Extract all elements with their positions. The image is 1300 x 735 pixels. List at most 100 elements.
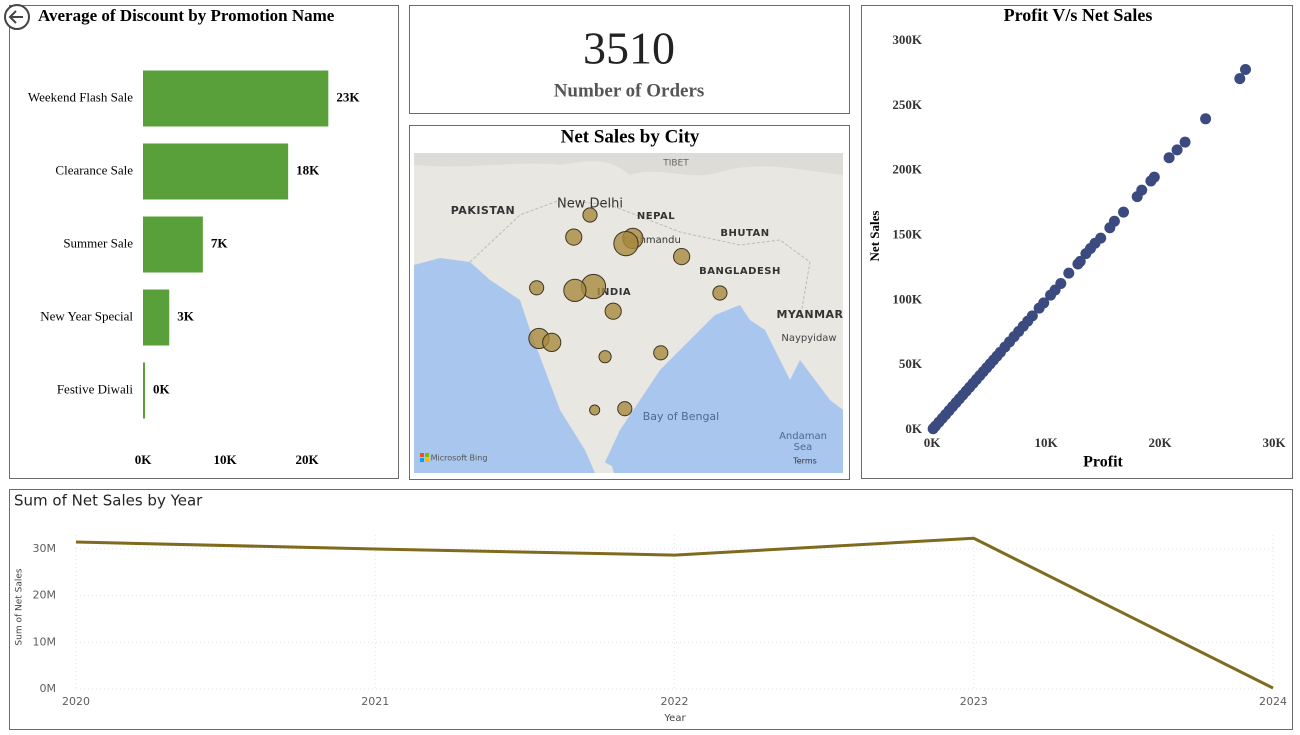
x-tick-label: 2021 [361, 695, 389, 708]
y-tick-label: 200K [892, 162, 923, 177]
scatter-point [1171, 144, 1183, 156]
y-tick-label: 150K [892, 226, 923, 241]
line-panel [9, 489, 1293, 730]
map-bubble [712, 285, 728, 301]
back-arrow[interactable] [8, 10, 23, 24]
scatter-point [1080, 248, 1092, 260]
y-tick-label: 0K [905, 421, 923, 436]
scatter-point [1063, 267, 1075, 279]
card-value: 3510 [583, 23, 675, 74]
y-tick-label: 300K [892, 32, 923, 47]
map-sea-west [414, 258, 595, 473]
map-label: Sea [794, 442, 813, 453]
x-tick-label: 2020 [62, 695, 90, 708]
scatter-point [1131, 191, 1143, 203]
x-tick-label: 0K [135, 452, 153, 467]
scatter-point [1163, 152, 1175, 164]
scatter-point [1145, 175, 1157, 187]
category-label: Festive Diwali [57, 381, 134, 396]
value-label: 7K [211, 235, 229, 250]
map-label: PAKISTAN [451, 204, 515, 217]
x-tick-label: 10K [1034, 435, 1058, 450]
y-axis-title: Sum of Net Sales [15, 568, 25, 646]
map-label: MYANMAR [776, 308, 843, 321]
map-bubble [589, 404, 601, 416]
map-bubble [582, 207, 598, 223]
map-bubble [613, 230, 639, 257]
map-label: Bay of Bengal [643, 410, 719, 423]
category-label: New Year Special [40, 308, 133, 323]
map-bubble [529, 280, 545, 296]
x-tick-label: 10K [213, 452, 237, 467]
map-label: Kathmandu [623, 235, 681, 246]
map-label: Naypyidaw [781, 333, 836, 344]
bing-logo [425, 458, 429, 462]
y-tick-label: 0M [40, 682, 57, 695]
bar [143, 143, 289, 200]
scatter-point [1179, 136, 1191, 148]
value-label: 23K [336, 89, 360, 104]
value-label: 18K [296, 162, 320, 177]
map-border [469, 199, 811, 321]
scatter-point [1033, 302, 1045, 314]
bar [143, 362, 145, 419]
y-tick-label: 50K [899, 356, 923, 371]
category-label: Clearance Sale [55, 162, 133, 177]
scatter-point [1240, 64, 1251, 76]
x-axis-title: Profit [1083, 454, 1123, 471]
bar [143, 70, 329, 127]
x-tick-label: 2024 [1259, 695, 1287, 708]
map-bubble [598, 350, 612, 364]
map-label: Microsoft Bing [431, 454, 488, 463]
map-label: TIBET [662, 159, 689, 169]
map-bubble [565, 228, 583, 246]
map-bubble [673, 248, 691, 266]
chart-title: Net Sales by City [561, 126, 700, 147]
map-base [414, 153, 843, 473]
card-panel [409, 5, 850, 114]
y-tick-label: 250K [892, 97, 923, 112]
scatter-point [1104, 222, 1116, 234]
map-bubble [653, 345, 669, 361]
map-label: NEPAL [637, 211, 675, 222]
scatter-panel [861, 5, 1293, 479]
y-tick-label: 10M [33, 635, 57, 648]
x-tick-label: 0K [924, 435, 942, 450]
map-label: INDIA [597, 287, 631, 298]
map-sea-east [600, 305, 843, 473]
x-tick-label: 2022 [661, 695, 689, 708]
map-mountains [414, 153, 843, 176]
bing-logo [420, 458, 424, 462]
back-button[interactable] [4, 4, 30, 30]
scatter-point [1118, 206, 1130, 218]
scatter-point [1072, 258, 1084, 270]
x-tick-label: 20K [1148, 435, 1172, 450]
bar [143, 216, 203, 273]
y-tick-label: 100K [892, 291, 923, 306]
line-series [75, 536, 1274, 690]
map-bubble [542, 332, 562, 353]
bing-logo [420, 453, 424, 457]
value-label: 0K [153, 381, 171, 396]
map-label: BHUTAN [720, 228, 769, 239]
category-label: Weekend Flash Sale [28, 89, 133, 104]
category-label: Summer Sale [63, 235, 133, 250]
chart-title: Average of Discount by Promotion Name [38, 6, 335, 25]
scatter-point [1200, 113, 1212, 125]
card-label: Number of Orders [554, 80, 705, 101]
map-bubble [617, 401, 633, 417]
y-tick-label: 20M [33, 589, 57, 602]
x-tick-label: 2023 [960, 695, 988, 708]
map-label: BANGLADESH [699, 266, 781, 277]
bing-logo [425, 453, 429, 457]
map-bubble [604, 302, 622, 320]
scatter-point [1045, 289, 1057, 301]
map-label: Terms [792, 457, 817, 466]
scatter-point [927, 423, 939, 435]
bar [143, 289, 170, 346]
map-label: Andaman [779, 431, 827, 442]
y-tick-label: 30M [33, 542, 57, 555]
x-axis-title: Year [663, 713, 686, 724]
y-axis-title: Net Sales [867, 211, 882, 262]
